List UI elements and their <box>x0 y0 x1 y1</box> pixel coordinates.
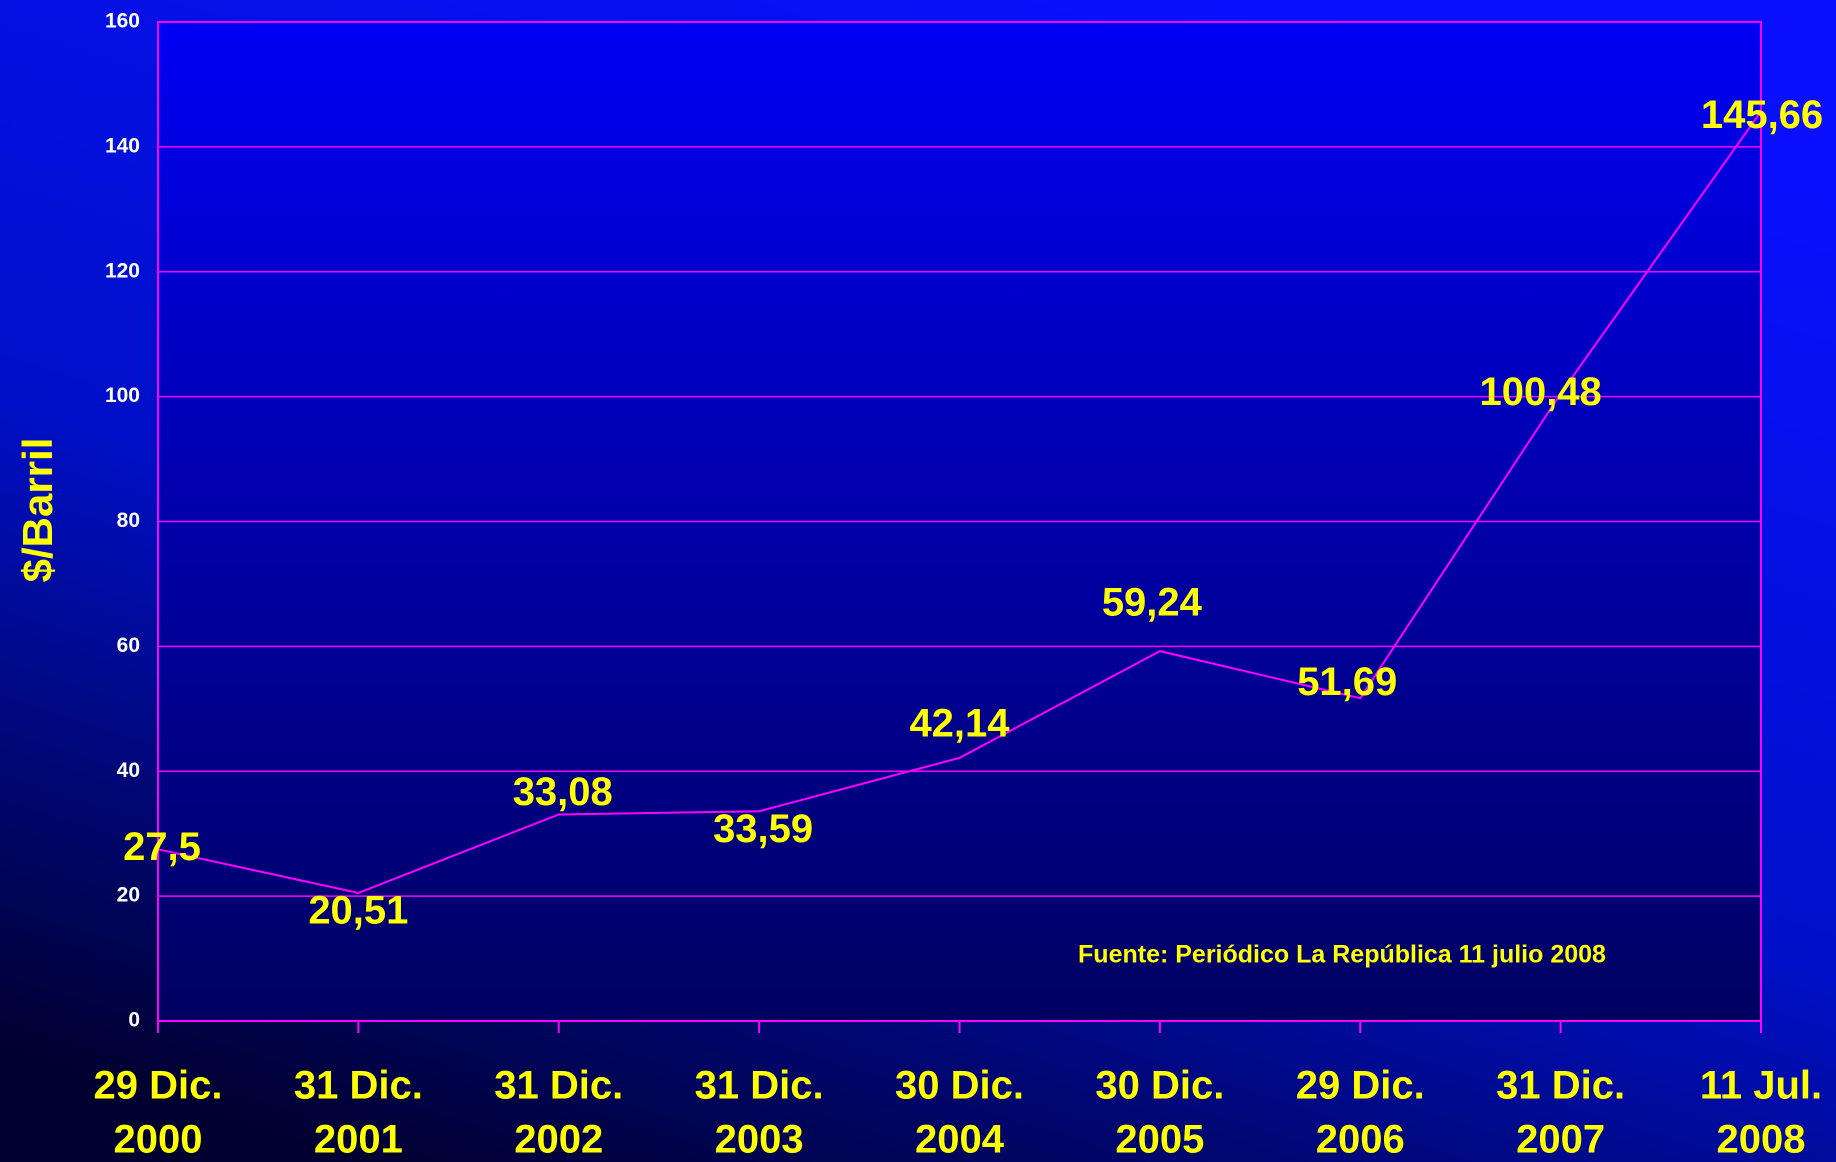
data-label: 27,5 <box>123 825 201 869</box>
y-tick-label: 60 <box>117 634 140 657</box>
y-axis-label: $/Barril <box>14 438 61 583</box>
x-tick-label: 2003 <box>715 1118 804 1162</box>
y-tick-label: 160 <box>105 10 140 33</box>
x-tick-label: 2006 <box>1316 1118 1405 1162</box>
x-tick-label: 11 Jul. <box>1700 1064 1822 1108</box>
x-tick-label: 2001 <box>314 1118 403 1162</box>
data-label: 51,69 <box>1297 660 1397 704</box>
y-tick-label: 0 <box>128 1009 140 1032</box>
annotation: Fuente: Periódico La República 11 julio … <box>1078 941 1606 969</box>
data-label: 42,14 <box>909 701 1010 745</box>
x-tick-label: 2005 <box>1115 1118 1204 1162</box>
x-tick-label: 29 Dic. <box>1296 1064 1425 1108</box>
data-label: 20,51 <box>308 889 408 933</box>
y-tick-label: 40 <box>117 759 140 782</box>
x-tick-label: 2004 <box>915 1118 1005 1162</box>
x-tick-label: 30 Dic. <box>895 1064 1024 1108</box>
y-tick-label: 80 <box>117 509 140 532</box>
x-tick-label: 29 Dic. <box>94 1064 223 1108</box>
line <box>157 110 1762 894</box>
data-label: 59,24 <box>1102 581 1203 625</box>
x-tick-label: 31 Dic. <box>695 1064 824 1108</box>
x-tick-label: 31 Dic. <box>494 1064 623 1108</box>
y-tick-label: 120 <box>105 259 140 282</box>
y-tick-label: 100 <box>105 384 140 407</box>
x-tick-label: 2007 <box>1516 1118 1605 1162</box>
y-tick-label: 140 <box>105 134 140 157</box>
data-label: 100,48 <box>1479 370 1601 414</box>
data-label: 145,66 <box>1701 93 1823 137</box>
x-tick-label: 30 Dic. <box>1095 1064 1224 1108</box>
x-tick-label: 2002 <box>514 1118 603 1162</box>
y-tick-label: 20 <box>117 884 140 907</box>
x-tick-label: 2000 <box>114 1118 203 1162</box>
data-label: 33,59 <box>713 807 813 851</box>
data-label: 33,08 <box>513 770 613 814</box>
x-tick-label: 31 Dic. <box>1496 1064 1625 1108</box>
x-tick-label: 31 Dic. <box>294 1064 423 1108</box>
x-tick-label: 2008 <box>1717 1118 1806 1162</box>
